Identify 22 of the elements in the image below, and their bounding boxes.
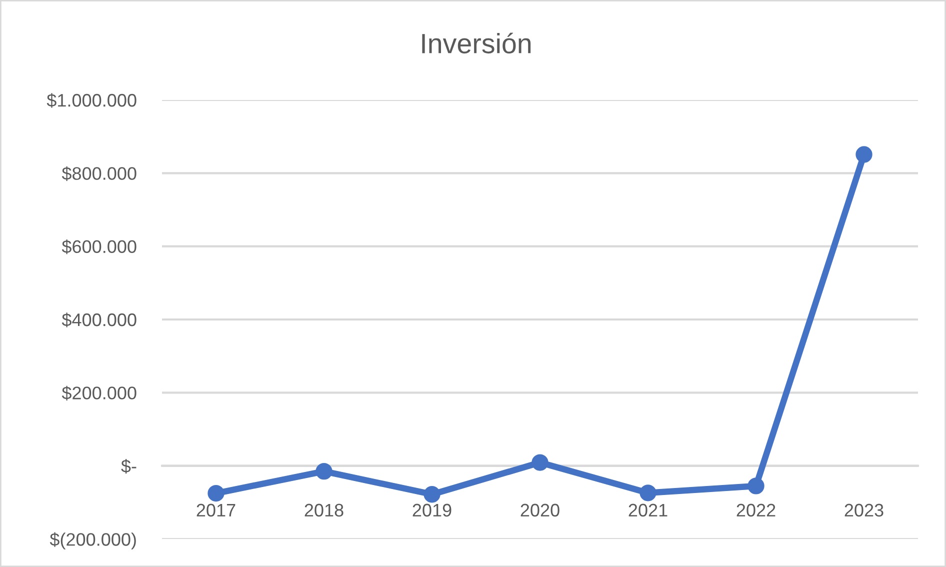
x-tick-label: 2021 xyxy=(628,504,668,517)
point xyxy=(208,484,224,502)
y-tick-label: $400.000 xyxy=(62,312,136,328)
chart-title: Inversión xyxy=(422,32,531,54)
point xyxy=(532,454,548,471)
point xyxy=(640,484,656,502)
y-tick-label: $800.000 xyxy=(62,166,136,181)
point xyxy=(748,478,764,494)
x-tick-label: 2020 xyxy=(520,504,560,517)
point xyxy=(316,462,332,480)
y-tick-label: $200.000 xyxy=(62,386,136,400)
y-tick-label: $1.000.000 xyxy=(46,93,136,108)
y-tick-label: $(200.000) xyxy=(50,532,136,550)
x-tick-label: 2018 xyxy=(304,504,344,517)
x-tick-label: 2019 xyxy=(412,504,452,517)
x-tick-label: 2023 xyxy=(844,504,884,517)
point xyxy=(424,486,440,503)
y-tick-label: $- xyxy=(121,459,136,474)
x-tick-label: 2022 xyxy=(736,504,776,517)
point xyxy=(856,146,872,163)
x-tick-label: 2017 xyxy=(196,504,236,517)
y-tick-label: $600.000 xyxy=(62,240,136,254)
